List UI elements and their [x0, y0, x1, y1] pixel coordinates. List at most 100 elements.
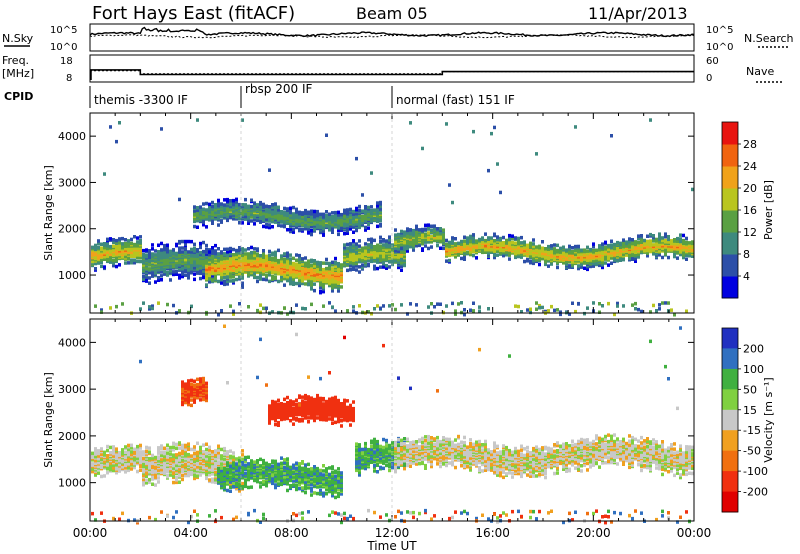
- velocity-cell: [145, 471, 148, 476]
- power-cell: [463, 235, 466, 239]
- power-cell: [559, 246, 562, 251]
- power-cell: [415, 227, 418, 231]
- velocity-cell: [106, 463, 109, 467]
- power-cell: [322, 212, 325, 217]
- velocity-cell: [91, 511, 94, 516]
- power-cell: [163, 255, 166, 259]
- power-cell: [136, 236, 139, 240]
- power-cell: [310, 231, 313, 235]
- power-cell: [301, 211, 304, 215]
- noise-panel-frame: [89, 23, 695, 52]
- velocity-cell: [181, 402, 184, 407]
- power-cell: [289, 227, 292, 231]
- power-cell: [247, 252, 250, 256]
- power-cell: [244, 248, 247, 252]
- power-cell: [610, 134, 613, 138]
- power-cell: [244, 252, 247, 256]
- power-cell: [514, 241, 517, 245]
- power-cell: [427, 246, 430, 251]
- velocity-cell: [94, 449, 97, 454]
- power-cell: [289, 206, 292, 210]
- power-cell: [430, 228, 433, 232]
- power-cell: [262, 249, 265, 253]
- power-cell: [193, 259, 196, 263]
- power-cell: [436, 302, 439, 306]
- power-cell: [130, 258, 133, 262]
- noise-left-tick-top: 10^5: [50, 25, 77, 36]
- power-cell: [490, 236, 493, 240]
- power-cell: [130, 237, 133, 242]
- power-cell: [196, 271, 199, 275]
- power-cell: [271, 251, 274, 255]
- power-cell: [349, 227, 352, 231]
- power-cell: [274, 258, 277, 262]
- power-cell: [262, 202, 265, 207]
- power-cell: [673, 313, 676, 317]
- power-cell: [358, 257, 361, 261]
- power-cell: [367, 249, 370, 254]
- power-cell: [400, 229, 403, 234]
- power-cell: [139, 235, 142, 239]
- velocity-cell: [145, 481, 148, 485]
- power-cell: [535, 245, 538, 249]
- power-cell: [484, 232, 487, 236]
- power-cell: [112, 240, 115, 244]
- power-cell: [529, 244, 532, 248]
- velocity-cell: [193, 399, 196, 403]
- power-cell: [427, 305, 430, 309]
- power-cell: [313, 261, 316, 266]
- power-cell: [541, 246, 544, 250]
- velocity-cell: [148, 446, 151, 450]
- power-cell: [463, 257, 466, 261]
- power-cell: [247, 305, 250, 309]
- power-cell: [439, 227, 442, 231]
- power-cell: [208, 250, 211, 254]
- power-cell: [502, 241, 505, 245]
- power-cell: [229, 249, 232, 253]
- power-cell: [184, 260, 187, 264]
- power-cell: [328, 301, 331, 305]
- velocity-cell: [139, 359, 142, 364]
- power-cell: [268, 223, 271, 227]
- power-colorbar-swatch: [722, 254, 738, 277]
- power-cell: [196, 118, 199, 122]
- power-cell: [172, 272, 175, 277]
- power-cell: [256, 257, 259, 262]
- power-cell: [319, 261, 322, 265]
- power-cell: [667, 255, 670, 260]
- velocity-cell: [175, 461, 178, 465]
- power-cell: [322, 233, 325, 237]
- velocity-cell: [127, 447, 130, 452]
- power-cell: [418, 243, 421, 248]
- power-cell: [403, 263, 406, 268]
- power-cell: [247, 247, 250, 251]
- power-cell: [376, 224, 379, 229]
- power-cell: [220, 254, 223, 259]
- power-cell: [280, 224, 283, 228]
- power-cell: [100, 246, 103, 250]
- power-cell: [283, 206, 286, 211]
- power-cell: [691, 248, 694, 252]
- power-cell: [349, 264, 352, 268]
- power-cell: [142, 301, 145, 305]
- velocity-cell: [172, 515, 175, 520]
- power-cell: [319, 212, 322, 217]
- power-cell: [178, 246, 181, 250]
- power-cell: [214, 243, 217, 248]
- power-cell: [379, 235, 382, 240]
- power-cell: [394, 233, 397, 237]
- power-cell: [343, 208, 346, 213]
- power-cell: [190, 304, 193, 309]
- power-cell: [229, 279, 232, 283]
- power-cell: [529, 259, 532, 264]
- power-cell: [373, 267, 376, 271]
- power-cell: [301, 257, 304, 261]
- power-cell: [466, 250, 469, 255]
- power-cell: [373, 307, 376, 311]
- velocity-cell: [181, 443, 184, 448]
- power-cell: [319, 283, 322, 287]
- power-cell: [355, 246, 358, 250]
- power-cell: [160, 270, 163, 274]
- power-cell: [298, 260, 301, 264]
- power-cell: [283, 283, 286, 287]
